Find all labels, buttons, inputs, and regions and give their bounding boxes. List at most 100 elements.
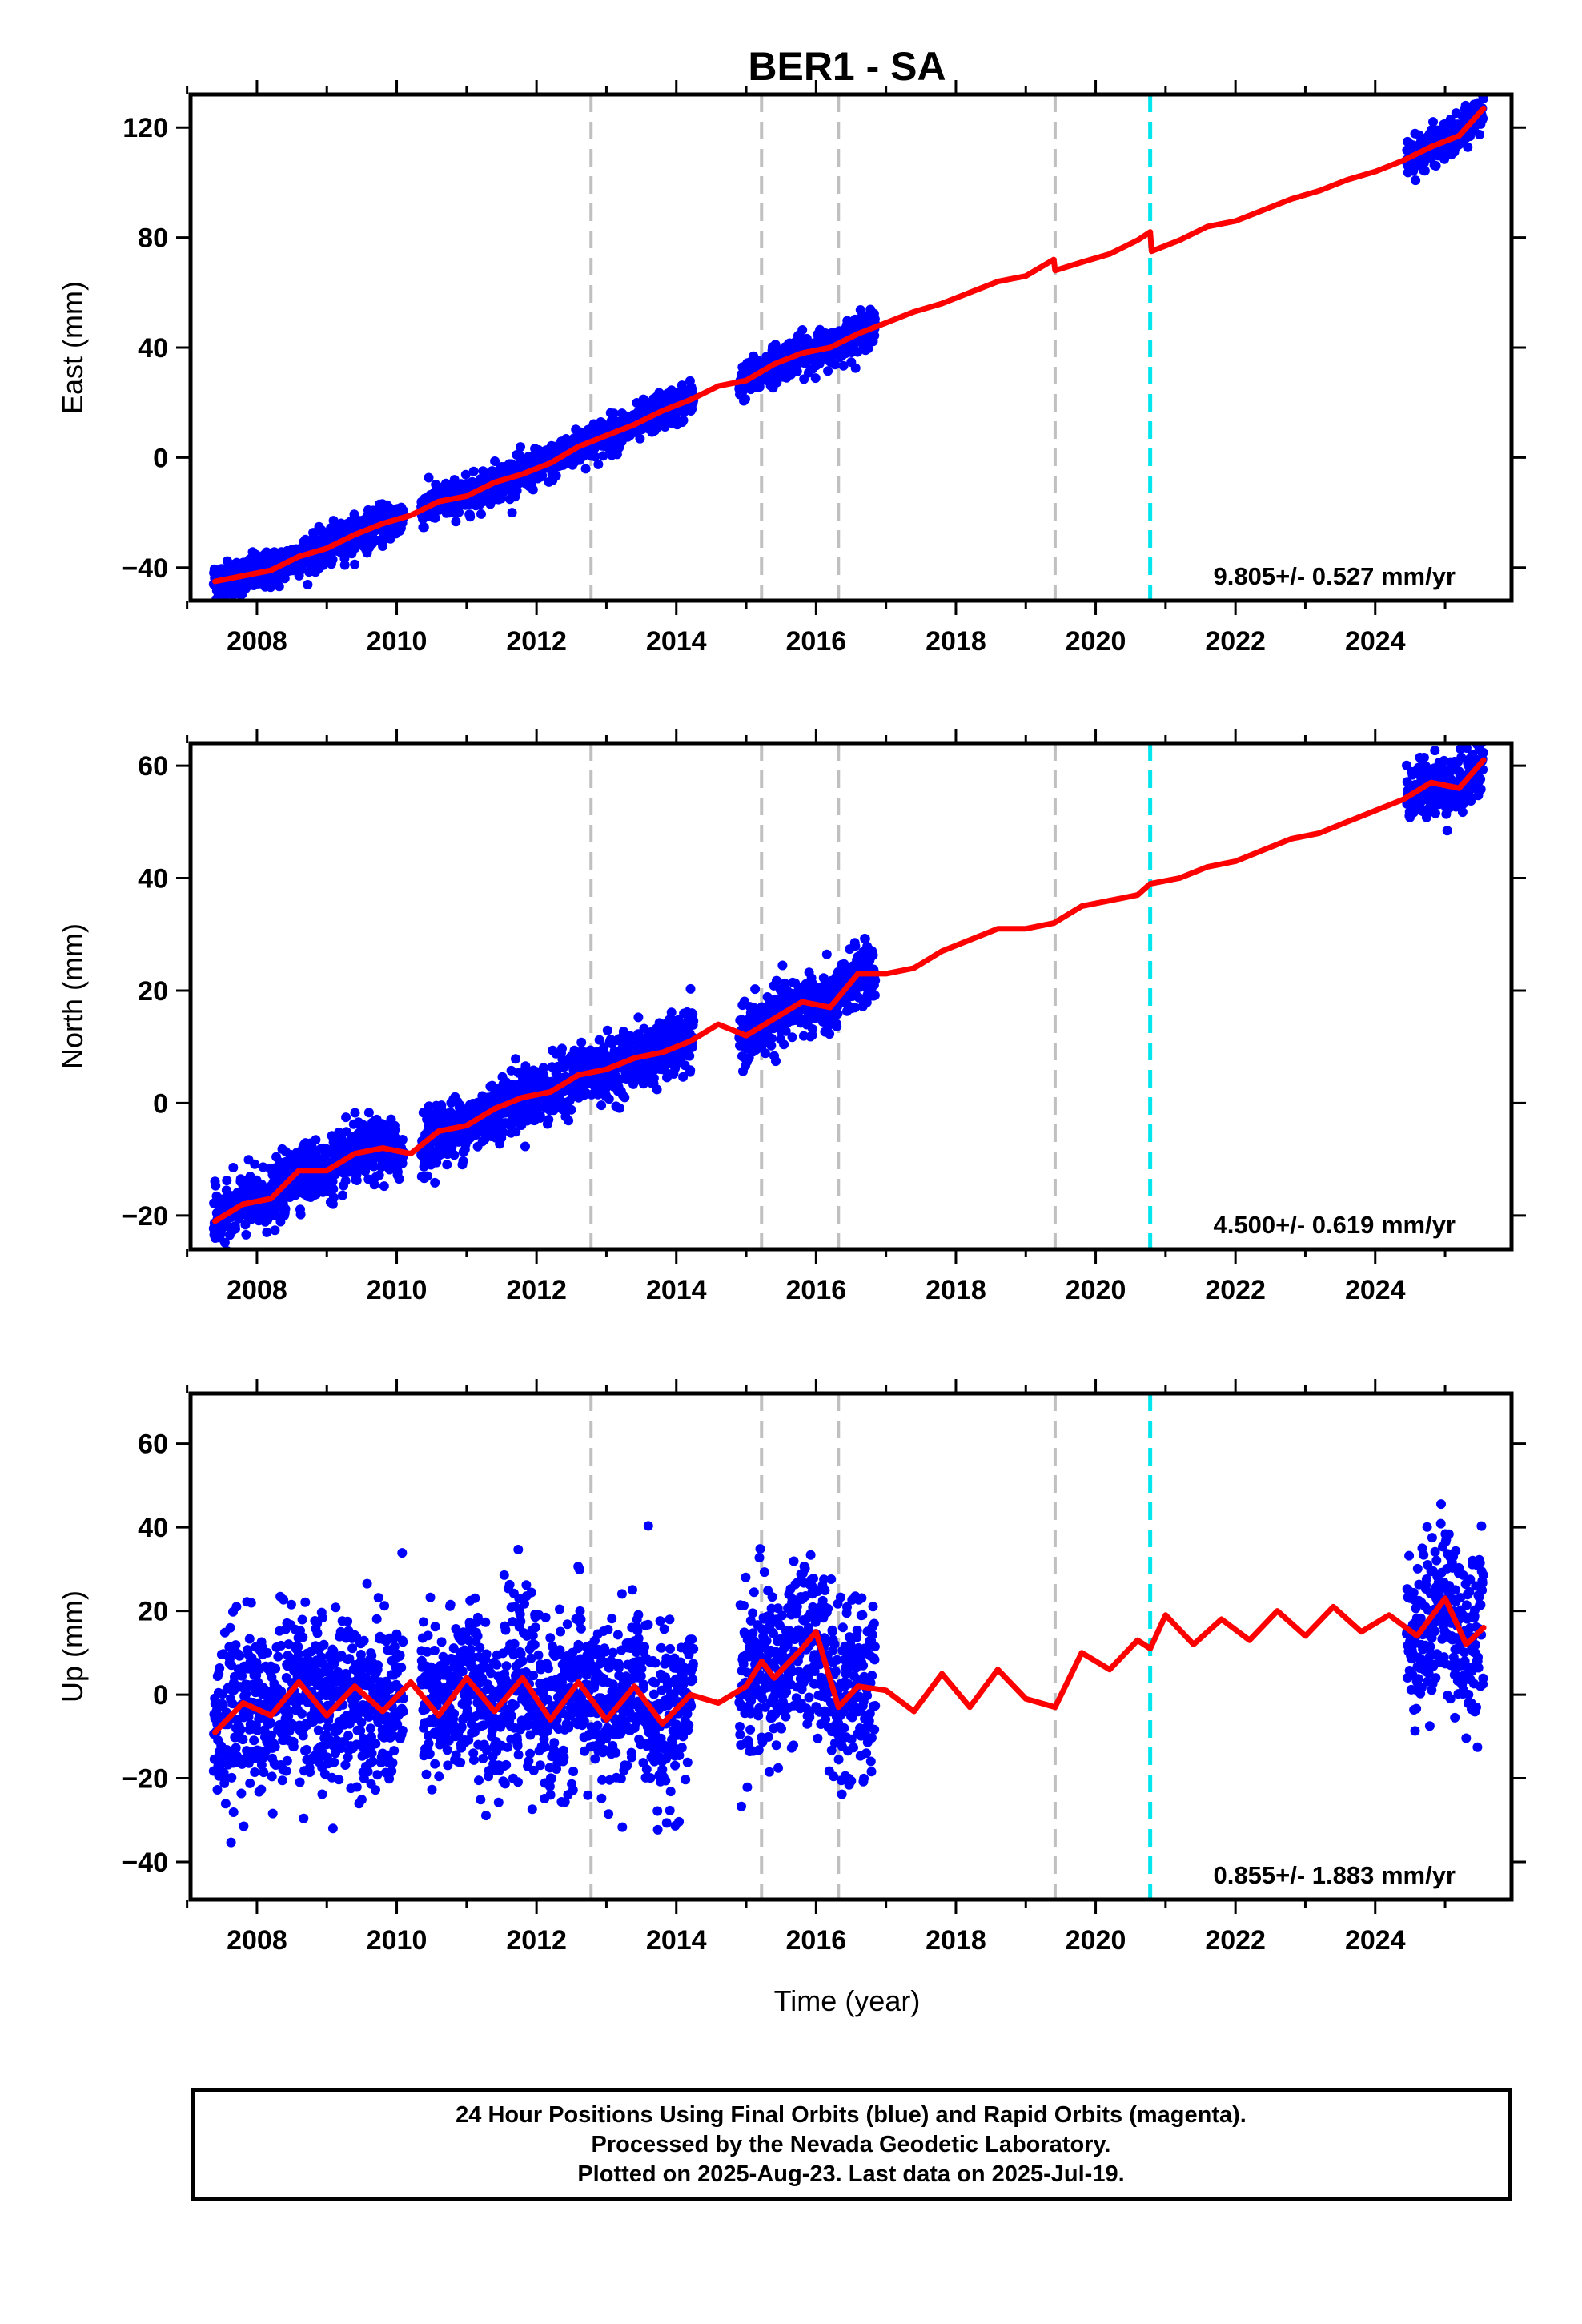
- north-observation-point: [596, 1100, 607, 1111]
- north-observation-point: [760, 1048, 770, 1059]
- north-observation-point: [219, 1250, 228, 1260]
- east-observation-point: [678, 415, 689, 425]
- east-observation-point: [424, 472, 434, 483]
- north-observation-point: [832, 1021, 842, 1031]
- north-observation-point: [1431, 808, 1440, 818]
- east-y-tick-label: 120: [122, 113, 168, 143]
- east-observation-point: [430, 513, 440, 523]
- north-observation-point: [311, 1135, 321, 1145]
- east-observation-point: [823, 366, 833, 376]
- north-observation-point: [1408, 807, 1419, 818]
- north-observation-point: [506, 1065, 516, 1076]
- east-x-tick-label: 2008: [227, 626, 287, 657]
- north-observation-point: [374, 1170, 384, 1180]
- east-observation-point: [1439, 154, 1450, 164]
- east-observation-point: [349, 509, 359, 520]
- east-observation-point: [810, 373, 821, 384]
- east-observation-point: [460, 469, 471, 480]
- north-observation-point: [340, 1176, 351, 1186]
- north-observation-point: [397, 1158, 408, 1168]
- north-observation-point: [850, 1003, 860, 1013]
- east-observation-point: [327, 554, 338, 565]
- east-y-tick-label: 40: [138, 333, 168, 364]
- east-x-tick-label: 2016: [786, 626, 847, 657]
- east-x-tick-label: 2024: [1345, 626, 1406, 657]
- east-observation-point: [490, 456, 500, 466]
- east-observation-point: [1428, 117, 1438, 127]
- north-observation-point: [779, 1039, 789, 1050]
- east-observation-point: [378, 541, 388, 551]
- north-observation-point: [422, 1171, 432, 1181]
- east-observation-point: [1460, 100, 1471, 111]
- north-observation-point: [1419, 753, 1429, 762]
- east-observation-point: [850, 363, 861, 373]
- east-y-tick-label: −40: [122, 553, 168, 584]
- north-observation-point: [327, 1176, 338, 1187]
- north-observation-point: [351, 1176, 362, 1185]
- north-observation-point: [576, 1037, 587, 1047]
- east-observation-point: [551, 471, 561, 480]
- north-observation-point: [825, 1029, 835, 1039]
- north-observation-point: [295, 1209, 306, 1220]
- north-observation-point: [228, 1163, 239, 1172]
- east-observation-point: [593, 459, 604, 469]
- east-observation-point: [863, 344, 873, 354]
- east-x-tick-label: 2014: [646, 626, 707, 657]
- north-observation-point: [219, 1237, 230, 1248]
- north-observation-point: [222, 1176, 232, 1186]
- north-observation-point: [1442, 826, 1452, 836]
- east-observation-point: [274, 581, 284, 592]
- east-rate-text: 9.805+/- 0.527 mm/yr: [1214, 562, 1456, 590]
- north-observation-point: [614, 1103, 624, 1113]
- north-observation-point: [766, 1033, 777, 1043]
- east-observation-point: [590, 452, 600, 462]
- east-observation-point: [741, 394, 750, 404]
- north-observation-point: [538, 1063, 548, 1073]
- chart-title: BER1 - SA: [748, 44, 946, 89]
- east-observation-point: [1419, 166, 1430, 176]
- east-observation-point: [1463, 142, 1473, 152]
- north-observation-point: [666, 1007, 677, 1018]
- north-observation-point: [689, 1016, 699, 1026]
- north-observation-point: [215, 1250, 224, 1260]
- north-observation-point: [430, 1177, 440, 1188]
- east-observation-point: [516, 442, 525, 452]
- north-observation-point: [449, 1150, 460, 1160]
- east-observation-point: [419, 522, 429, 533]
- east-x-tick-label: 2022: [1205, 626, 1266, 657]
- north-observation-point: [341, 1112, 351, 1123]
- north-observation-point: [397, 1135, 408, 1144]
- north-observation-point: [328, 1184, 339, 1194]
- north-observation-point: [338, 1190, 347, 1200]
- east-observation-point: [635, 433, 645, 444]
- north-observation-point: [544, 1115, 554, 1124]
- north-observation-point: [280, 1204, 291, 1214]
- north-observation-point: [685, 1051, 695, 1061]
- north-observation-point: [648, 1073, 659, 1084]
- east-x-tick-label: 2020: [1066, 626, 1126, 657]
- east-observation-point: [350, 559, 360, 569]
- north-observation-point: [270, 1225, 280, 1236]
- north-observation-point: [520, 1141, 530, 1152]
- north-observation-point: [685, 1065, 696, 1076]
- north-observation-point: [535, 1111, 545, 1121]
- north-observation-point: [379, 1181, 389, 1192]
- north-observation-point: [564, 1116, 574, 1126]
- east-observation-point: [1431, 161, 1441, 171]
- east-y-axis-label: East (mm): [56, 281, 89, 414]
- north-observation-point: [850, 941, 861, 951]
- east-y-tick-label: 0: [153, 443, 168, 473]
- east-observation-point: [328, 516, 339, 526]
- north-observation-point: [678, 1072, 689, 1082]
- east-observation-point: [608, 408, 619, 419]
- north-observation-point: [511, 1127, 521, 1137]
- north-observation-point: [839, 959, 849, 969]
- north-observation-point: [520, 1061, 531, 1072]
- north-observation-point: [602, 1025, 612, 1035]
- north-observation-point: [780, 978, 790, 988]
- north-observation-point: [620, 1092, 630, 1103]
- east-observation-point: [339, 560, 350, 570]
- north-observation-point: [1430, 746, 1440, 756]
